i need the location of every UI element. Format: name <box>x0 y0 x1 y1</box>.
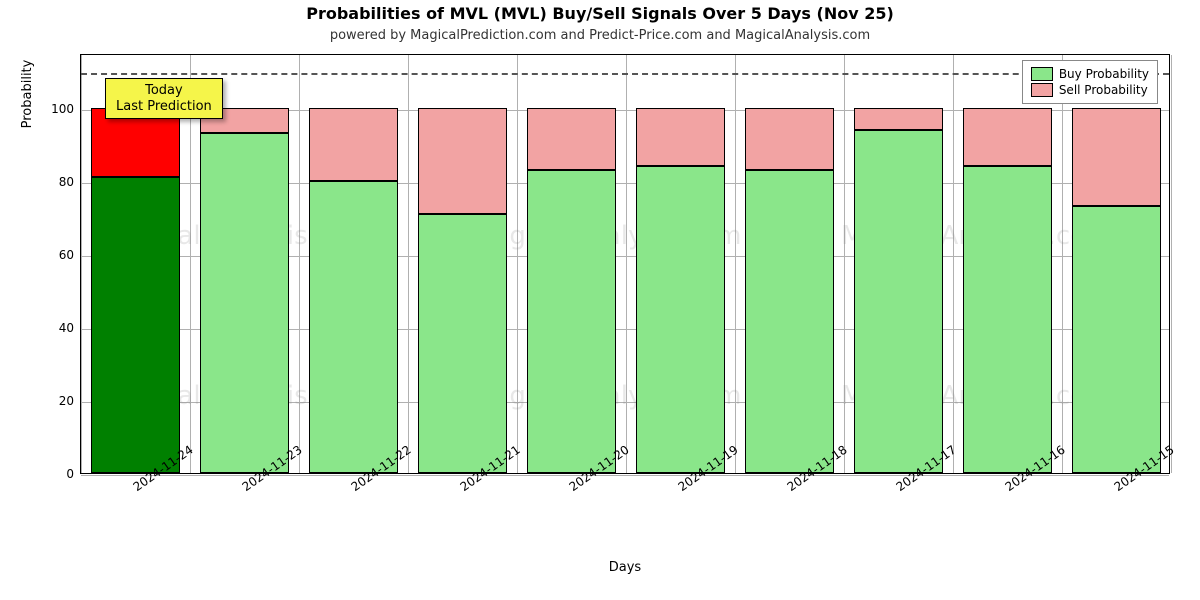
x-tick: 2024-11-22 <box>348 480 359 494</box>
x-tick: 2024-11-16 <box>1002 480 1013 494</box>
bar-buy <box>745 170 834 473</box>
legend-label-sell: Sell Probability <box>1059 83 1148 97</box>
grid-line-v <box>1062 55 1063 473</box>
bar-sell <box>527 108 616 170</box>
bar-buy <box>1072 206 1161 473</box>
grid-line-v <box>953 55 954 473</box>
x-tick: 2024-11-17 <box>893 480 904 494</box>
grid-line-v <box>1171 55 1172 473</box>
today-callout: Today Last Prediction <box>105 78 223 119</box>
grid-line-v <box>626 55 627 473</box>
bar-buy <box>527 170 616 473</box>
y-axis-label: Probability <box>20 0 35 304</box>
x-tick: 2024-11-18 <box>784 480 795 494</box>
grid-line-v <box>81 55 82 473</box>
bar-sell <box>963 108 1052 166</box>
y-tick: 80 <box>44 175 74 189</box>
grid-line-h <box>81 475 1169 476</box>
chart-root: Probabilities of MVL (MVL) Buy/Sell Sign… <box>0 0 1200 600</box>
plot-area: MagicalAnalysis.comMagicalAnalysis.comMa… <box>80 54 1170 474</box>
y-tick: 60 <box>44 248 74 262</box>
grid-line-v <box>408 55 409 473</box>
grid-line-v <box>735 55 736 473</box>
bar-sell <box>745 108 834 170</box>
y-tick: 20 <box>44 394 74 408</box>
bar-buy <box>91 177 180 473</box>
y-tick: 0 <box>44 467 74 481</box>
bar-sell <box>1072 108 1161 207</box>
legend: Buy Probability Sell Probability <box>1022 60 1158 104</box>
chart-title: Probabilities of MVL (MVL) Buy/Sell Sign… <box>0 4 1200 23</box>
x-tick: 2024-11-23 <box>239 480 250 494</box>
grid-line-v <box>299 55 300 473</box>
callout-line2: Last Prediction <box>116 99 212 115</box>
x-tick: 2024-11-24 <box>130 480 141 494</box>
bar-buy <box>963 166 1052 473</box>
bar-buy <box>309 181 398 473</box>
legend-swatch-sell <box>1031 83 1053 97</box>
x-tick: 2024-11-19 <box>675 480 686 494</box>
reference-line <box>81 73 1169 75</box>
y-tick: 40 <box>44 321 74 335</box>
chart-subtitle: powered by MagicalPrediction.com and Pre… <box>0 28 1200 43</box>
legend-swatch-buy <box>1031 67 1053 81</box>
x-tick: 2024-11-20 <box>566 480 577 494</box>
bar-buy <box>418 214 507 473</box>
bar-sell <box>854 108 943 130</box>
x-tick: 2024-11-21 <box>457 480 468 494</box>
x-tick: 2024-11-15 <box>1111 480 1122 494</box>
legend-item-sell: Sell Probability <box>1031 83 1149 97</box>
bar-sell <box>418 108 507 214</box>
callout-line1: Today <box>116 83 212 99</box>
y-tick: 100 <box>44 102 74 116</box>
legend-label-buy: Buy Probability <box>1059 67 1149 81</box>
legend-item-buy: Buy Probability <box>1031 67 1149 81</box>
bar-buy <box>200 133 289 473</box>
bar-buy <box>636 166 725 473</box>
grid-line-v <box>844 55 845 473</box>
x-axis-label: Days <box>80 560 1170 575</box>
bar-buy <box>854 130 943 473</box>
bar-sell <box>309 108 398 181</box>
grid-line-v <box>517 55 518 473</box>
bar-sell <box>636 108 725 166</box>
